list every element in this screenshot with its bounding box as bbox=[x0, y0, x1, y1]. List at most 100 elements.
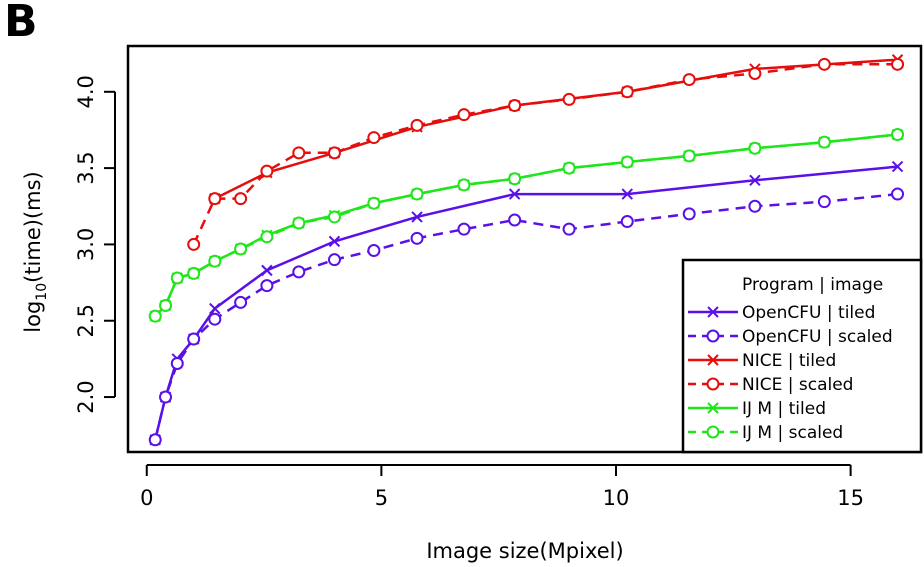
data-point bbox=[748, 66, 762, 80]
legend-marker bbox=[707, 402, 719, 414]
legend-title: Program | image bbox=[742, 275, 883, 295]
data-point bbox=[292, 216, 306, 230]
data-point bbox=[159, 390, 173, 404]
data-point bbox=[187, 237, 201, 251]
data-point bbox=[410, 231, 424, 245]
data-point bbox=[208, 312, 222, 326]
data-point bbox=[170, 271, 184, 285]
data-point bbox=[508, 99, 522, 113]
legend-item: IJ M | tiled bbox=[688, 399, 826, 419]
data-point bbox=[260, 164, 274, 178]
series-layer bbox=[148, 54, 905, 447]
data-point bbox=[327, 210, 341, 224]
data-point bbox=[682, 149, 696, 163]
y-tick-label: 3.0 bbox=[74, 228, 98, 261]
data-point bbox=[748, 199, 762, 213]
y-tick-label: 2.5 bbox=[74, 304, 98, 337]
data-point bbox=[208, 192, 222, 206]
marker-stroke bbox=[707, 402, 719, 414]
marker-stroke bbox=[328, 235, 341, 248]
data-point bbox=[208, 254, 222, 268]
data-point bbox=[562, 161, 576, 175]
data-point bbox=[170, 356, 184, 370]
series-line bbox=[214, 58, 898, 200]
legend-box bbox=[681, 258, 923, 454]
data-point bbox=[562, 92, 576, 106]
data-point bbox=[620, 215, 634, 229]
marker-stroke bbox=[209, 302, 221, 315]
x-tick-label: 5 bbox=[375, 486, 388, 510]
data-point bbox=[620, 155, 634, 169]
data-point bbox=[891, 57, 905, 71]
legend-item: NICE | scaled bbox=[688, 375, 853, 395]
series-line bbox=[192, 63, 898, 245]
series-3 bbox=[187, 57, 905, 251]
data-point bbox=[148, 433, 162, 447]
marker-stroke bbox=[411, 211, 423, 223]
data-point bbox=[411, 211, 423, 223]
data-point bbox=[410, 118, 424, 132]
data-point bbox=[260, 230, 274, 244]
legend-marker bbox=[707, 306, 719, 318]
legend-marker bbox=[706, 377, 720, 391]
data-point bbox=[891, 128, 905, 142]
data-point bbox=[367, 196, 381, 210]
data-point bbox=[292, 146, 306, 160]
data-point bbox=[328, 235, 341, 248]
x-tick-label: 10 bbox=[603, 486, 630, 510]
data-point bbox=[891, 187, 905, 201]
data-point bbox=[234, 192, 248, 206]
data-point bbox=[327, 253, 341, 267]
legend-label: IJ M | tiled bbox=[742, 399, 826, 419]
y-tick-label: 2.0 bbox=[74, 380, 98, 413]
legend-label: OpenCFU | scaled bbox=[742, 327, 893, 347]
y-axis: 2.0 2.5 3.0 3.5 4.0 bbox=[74, 75, 116, 414]
data-point bbox=[621, 188, 633, 200]
y-tick-label: 4.0 bbox=[74, 75, 98, 108]
data-point bbox=[148, 309, 162, 323]
marker-stroke bbox=[707, 306, 719, 318]
data-point bbox=[749, 174, 761, 187]
legend-label: NICE | tiled bbox=[742, 351, 836, 371]
data-point bbox=[817, 57, 831, 71]
data-point bbox=[367, 131, 381, 145]
data-point bbox=[508, 188, 521, 200]
legend-item: OpenCFU | scaled bbox=[688, 327, 893, 347]
legend-label: OpenCFU | tiled bbox=[742, 303, 875, 323]
data-point bbox=[508, 172, 522, 186]
series-2 bbox=[209, 54, 904, 205]
legend-label: NICE | scaled bbox=[742, 375, 853, 395]
series-5 bbox=[148, 128, 905, 323]
x-axis: 0 5 10 15 bbox=[140, 464, 864, 510]
data-point bbox=[159, 298, 173, 312]
plot-frame bbox=[126, 44, 923, 454]
panel-label: B bbox=[4, 0, 38, 47]
legend-label: IJ M | scaled bbox=[742, 423, 843, 443]
y-tick-label: 3.5 bbox=[74, 151, 98, 184]
data-point bbox=[457, 108, 471, 122]
data-point bbox=[234, 242, 248, 256]
legend-item: OpenCFU | tiled bbox=[688, 303, 875, 323]
y-axis-title-rest: (time)(ms) bbox=[21, 171, 45, 283]
marker-stroke bbox=[891, 160, 904, 173]
series-1 bbox=[148, 187, 905, 447]
data-point bbox=[367, 244, 381, 258]
data-point bbox=[891, 160, 904, 173]
data-point bbox=[209, 302, 221, 315]
data-point bbox=[187, 332, 201, 346]
marker-stroke bbox=[707, 354, 719, 366]
y-axis-title-subscript: 10 bbox=[34, 283, 50, 301]
data-point bbox=[327, 146, 341, 160]
data-point bbox=[234, 295, 248, 309]
y-axis-title-base: log bbox=[21, 301, 45, 333]
legend-marker bbox=[706, 329, 720, 343]
data-point bbox=[457, 178, 471, 192]
data-point bbox=[682, 73, 696, 87]
data-point bbox=[817, 135, 831, 149]
x-tick-label: 0 bbox=[140, 486, 153, 510]
legend-items: OpenCFU | tiled OpenCFU | scaled NICE | ti… bbox=[688, 303, 893, 443]
x-axis-title: Image size(Mpixel) bbox=[426, 539, 623, 563]
marker-stroke bbox=[261, 264, 273, 277]
data-point bbox=[562, 222, 576, 236]
